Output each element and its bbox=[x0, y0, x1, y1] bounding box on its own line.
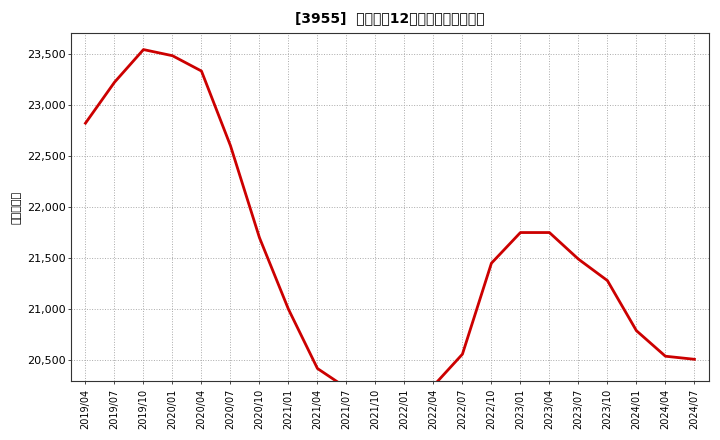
Title: [3955]  売上高の12か月移動合計の推移: [3955] 売上高の12か月移動合計の推移 bbox=[295, 11, 485, 25]
Y-axis label: （百万円）: （百万円） bbox=[11, 191, 21, 224]
